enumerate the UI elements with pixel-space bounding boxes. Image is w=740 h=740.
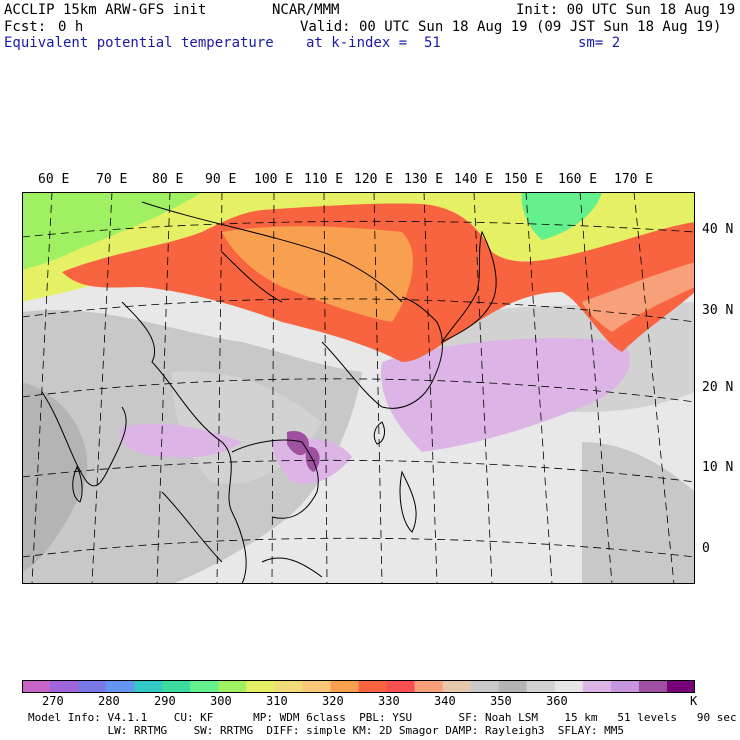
orange-region-mongolia bbox=[222, 226, 413, 322]
colorbar-swatch bbox=[218, 680, 247, 693]
colorbar-swatch bbox=[386, 680, 416, 693]
colorbar-swatch bbox=[442, 680, 472, 693]
colorbar-tick-label: 350 bbox=[490, 694, 512, 708]
fcst-value: 0 h bbox=[58, 19, 84, 35]
field-name: Equivalent potential temperature bbox=[4, 35, 274, 51]
fcst-label: Fcst: bbox=[4, 19, 47, 35]
lon-label: 80 E bbox=[152, 172, 184, 187]
valid-time: Valid: 00 UTC Sun 18 Aug 19 (09 JST Sun … bbox=[300, 19, 722, 35]
lon-label: 140 E bbox=[454, 172, 494, 187]
salmon-region-pacific bbox=[582, 262, 695, 332]
green-region-northeast bbox=[521, 192, 602, 240]
colorbar-swatch bbox=[666, 680, 695, 693]
colorbar-swatch bbox=[302, 680, 331, 693]
level-info: at k-index = 51 bbox=[306, 35, 441, 51]
colorbar-swatch bbox=[190, 680, 219, 693]
lon-label: 160 E bbox=[558, 172, 598, 187]
colorbar-swatch bbox=[330, 680, 359, 693]
colorbar-swatch bbox=[610, 680, 640, 693]
colorbar-swatch bbox=[414, 680, 444, 693]
graticule bbox=[22, 192, 695, 584]
model-info-line-2: LW: RRTMG SW: RRTMG DIFF: simple KM: 2D … bbox=[28, 724, 625, 737]
lat-label: 0 bbox=[702, 541, 710, 556]
lon-label: 70 E bbox=[96, 172, 128, 187]
lon-label: 100 E bbox=[254, 172, 294, 187]
lon-label: 130 E bbox=[404, 172, 444, 187]
colorbar-swatch bbox=[358, 680, 388, 693]
colorbar-swatch bbox=[106, 680, 135, 693]
colorbar-unit: K bbox=[690, 694, 698, 708]
colorbar-swatch bbox=[582, 680, 612, 693]
lon-label: 90 E bbox=[205, 172, 237, 187]
green-region-northwest bbox=[22, 192, 202, 270]
colorbar-swatch bbox=[526, 680, 556, 693]
lon-label: 120 E bbox=[354, 172, 394, 187]
lat-label: 20 N bbox=[702, 380, 734, 395]
colorbar-swatch bbox=[78, 680, 107, 693]
colorbar-swatch bbox=[638, 680, 668, 693]
lon-label: 150 E bbox=[504, 172, 544, 187]
smoothing-info: sm= 2 bbox=[578, 35, 621, 51]
dark-purple-spot-1 bbox=[287, 431, 309, 456]
grey-region-india bbox=[22, 382, 88, 572]
colorbar-swatch bbox=[22, 680, 51, 693]
colorbar-swatch bbox=[274, 680, 303, 693]
model-title: ACCLIP 15km ARW-GFS init bbox=[4, 2, 207, 18]
lat-label: 10 N bbox=[702, 460, 734, 475]
colorbar-swatch bbox=[498, 680, 528, 693]
colorbar-swatch bbox=[470, 680, 500, 693]
colorbar-tick-label: 340 bbox=[434, 694, 456, 708]
colorbar-swatch bbox=[134, 680, 163, 693]
coastlines bbox=[41, 201, 497, 584]
colorbar-swatch bbox=[246, 680, 275, 693]
purple-region-bay-bengal bbox=[120, 423, 242, 458]
colorbar-tick-label: 290 bbox=[154, 694, 176, 708]
lon-label: 60 E bbox=[38, 172, 70, 187]
colorbar-tick-label: 330 bbox=[378, 694, 400, 708]
colorbar-tick-label: 280 bbox=[98, 694, 120, 708]
colorbar-swatch bbox=[50, 680, 79, 693]
colorbar-tick-label: 360 bbox=[546, 694, 568, 708]
center-label: NCAR/MMM bbox=[272, 2, 340, 18]
colorbar-swatch bbox=[554, 680, 584, 693]
colorbar bbox=[22, 680, 695, 693]
purple-region-west-pacific bbox=[381, 338, 630, 452]
lon-label: 110 E bbox=[304, 172, 344, 187]
colorbar-frame bbox=[22, 680, 695, 693]
init-time: Init: 00 UTC Sun 18 Aug 19 bbox=[516, 2, 736, 18]
lon-label: 170 E bbox=[614, 172, 654, 187]
equivalent-potential-temperature-map bbox=[22, 192, 695, 584]
colorbar-tick-label: 270 bbox=[42, 694, 64, 708]
colorbar-tick-label: 320 bbox=[322, 694, 344, 708]
colorbar-swatch bbox=[162, 680, 191, 693]
lat-label: 40 N bbox=[702, 222, 734, 237]
map-frame bbox=[22, 192, 695, 584]
model-info-line-1: Model Info: V4.1.1 CU: KF MP: WDM 6class… bbox=[28, 711, 737, 724]
colorbar-tick-label: 310 bbox=[266, 694, 288, 708]
colorbar-tick-label: 300 bbox=[210, 694, 232, 708]
lat-label: 30 N bbox=[702, 303, 734, 318]
